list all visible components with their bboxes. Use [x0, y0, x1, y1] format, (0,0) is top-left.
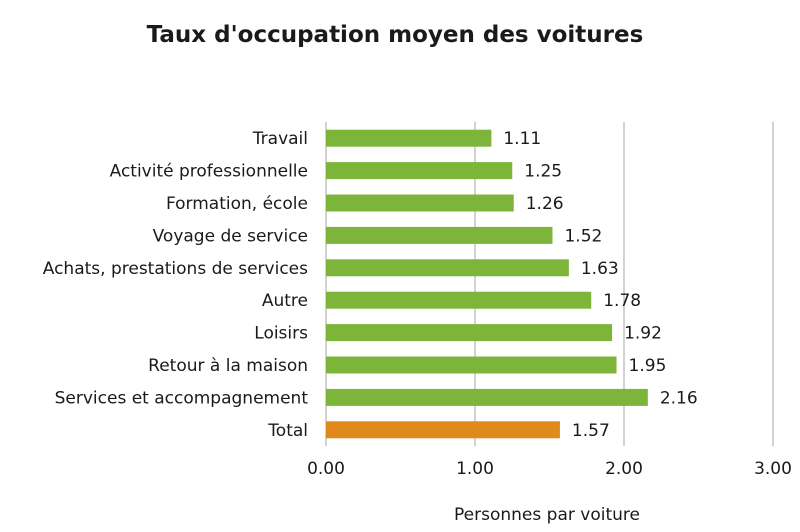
value-label: 1.95: [629, 356, 667, 376]
category-label: Travail: [252, 129, 308, 149]
value-label: 1.63: [581, 259, 619, 279]
category-label: Total: [267, 421, 308, 441]
value-label: 2.16: [660, 388, 698, 408]
bar: [326, 324, 613, 342]
x-tick-label: 2.00: [605, 459, 643, 479]
category-label: Voyage de service: [153, 226, 308, 246]
bar: [326, 421, 560, 439]
bar: [326, 194, 514, 212]
category-label: Formation, école: [166, 194, 308, 214]
bar: [326, 259, 569, 277]
value-label: 1.57: [572, 421, 610, 441]
x-tick-label: 1.00: [456, 459, 494, 479]
bar: [326, 162, 513, 180]
x-tick-label: 3.00: [754, 459, 792, 479]
value-labels: 1.11 1.25 1.261.52 1.63 1.78 1.92 1.95 2.16 1.57: [503, 129, 697, 441]
value-label: 1.26: [526, 194, 564, 214]
value-label: 1.25: [524, 162, 562, 182]
x-tick-labels: 0.00 1.00 2.00 3.00: [307, 459, 792, 479]
category-label: Autre: [262, 291, 308, 311]
bar: [326, 291, 592, 309]
value-label: 1.92: [624, 324, 662, 344]
bar: [326, 129, 492, 147]
bars: [326, 129, 648, 439]
bar: [326, 226, 553, 244]
x-axis-title: Personnes par voiture: [454, 505, 640, 525]
value-label: 1.52: [564, 226, 602, 246]
category-label: Achats, prestations de services: [43, 259, 308, 279]
category-label: Services et accompagnement: [55, 388, 309, 408]
chart-title: Taux d'occupation moyen des voitures: [146, 22, 644, 48]
x-tick-label: 0.00: [307, 459, 345, 479]
value-label: 1.11: [503, 129, 541, 149]
category-label: Activité professionnelle: [110, 162, 308, 182]
category-labels: Travail Activité professionnelle Formation…: [43, 129, 309, 441]
bar: [326, 356, 617, 374]
category-label: Retour à la maison: [148, 356, 308, 376]
category-label: Loisirs: [254, 324, 308, 344]
bar: [326, 388, 648, 406]
value-label: 1.78: [603, 291, 641, 311]
